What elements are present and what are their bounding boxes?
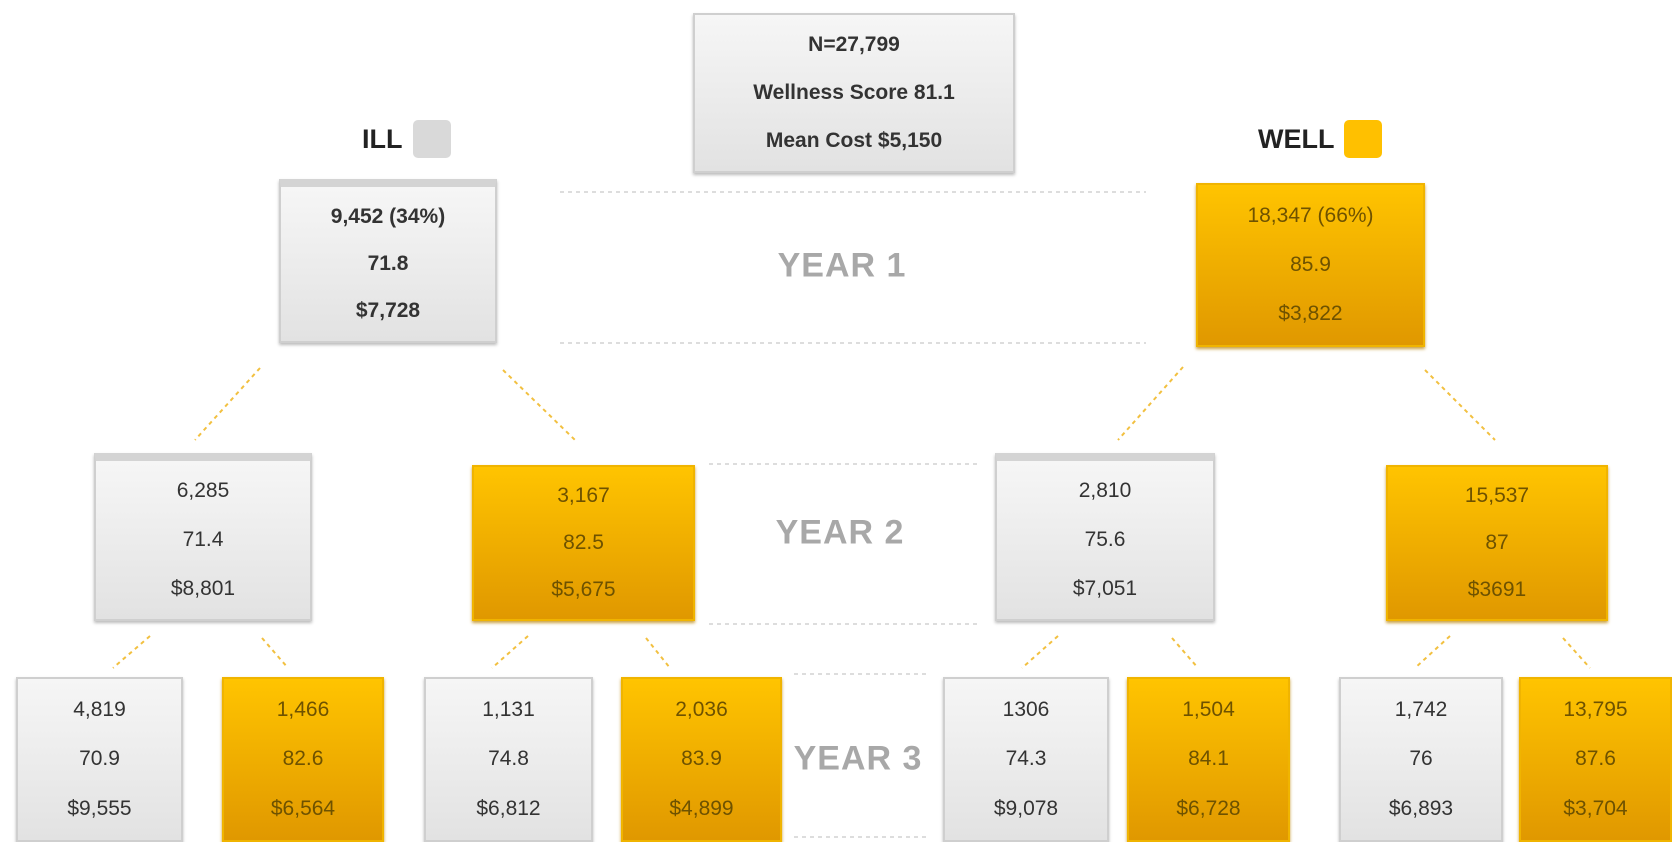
node-line: 71.4 [182, 527, 224, 551]
tree-node: 1,131 74.8 $6,812 [424, 677, 593, 842]
node-line: 83.9 [681, 747, 722, 771]
arrow [491, 635, 529, 669]
node-line: N=27,799 [808, 33, 900, 56]
legend-item: ILL [362, 120, 451, 158]
node-line: 1,131 [482, 697, 535, 721]
node-line: 74.8 [488, 747, 529, 771]
node-line: $9,078 [993, 797, 1059, 821]
node-line: 1,742 [1394, 697, 1448, 721]
node-line: 85.9 [1290, 252, 1331, 276]
tree-node: 3,167 82.5 $5,675 [472, 465, 695, 621]
arrow [112, 635, 151, 669]
arrow [645, 637, 671, 669]
tree-node: 1,466 82.6 $6,564 [222, 677, 384, 842]
node-line: $6,812 [476, 797, 541, 821]
node-line: 18,347 (66%) [1247, 203, 1374, 227]
root-node: N=27,799 Wellness Score 81.1 Mean Cost $5,… [693, 13, 1015, 173]
arrow [502, 369, 576, 441]
tree-node: 1306 74.3 $9,078 [943, 677, 1109, 842]
tree-node: 13,795 87.6 $3,704 [1519, 677, 1672, 842]
node-line: 74.3 [1005, 747, 1047, 771]
tree-node: 9,452 (34%) 71.8 $7,728 [279, 179, 497, 343]
tree-node: 4,819 70.9 $9,555 [16, 677, 183, 842]
year-label: YEAR 1 [777, 246, 907, 285]
tree-node: 2,810 75.6 $7,051 [995, 453, 1215, 621]
node-line: 1306 [1002, 697, 1050, 721]
node-line: $3,822 [1278, 302, 1343, 326]
arrow [1171, 637, 1199, 669]
node-line: 1,504 [1182, 697, 1235, 721]
node-line: 70.9 [79, 747, 120, 771]
node-line: $6,893 [1388, 797, 1454, 821]
legend-label: WELL [1258, 123, 1335, 154]
node-line: 2,810 [1078, 479, 1132, 503]
tree-node: 6,285 71.4 $8,801 [94, 453, 312, 621]
year-label: YEAR 3 [793, 739, 923, 778]
arrow [261, 637, 289, 669]
legend-swatch [412, 120, 451, 158]
node-line: $3,704 [1563, 797, 1628, 821]
node-line: 87.6 [1575, 747, 1616, 771]
node-line: $7,051 [1072, 576, 1138, 600]
node-line: $5,675 [551, 577, 616, 601]
node-line: 15,537 [1464, 484, 1530, 508]
node-line: 76 [1409, 747, 1433, 771]
node-line: 84.1 [1188, 747, 1229, 771]
node-line: $6,564 [270, 797, 336, 821]
node-line: $8,801 [170, 576, 236, 600]
node-line: $9,555 [67, 797, 132, 821]
node-line: Mean Cost $5,150 [765, 129, 943, 152]
node-line: 71.8 [367, 251, 409, 275]
arrow [1424, 369, 1496, 441]
legend-label: ILL [362, 123, 403, 154]
tree-node: 1,504 84.1 $6,728 [1127, 677, 1290, 842]
arrow [1414, 635, 1451, 669]
node-line: 4,819 [73, 697, 126, 721]
node-line: 87 [1485, 530, 1509, 554]
arrow [1562, 637, 1591, 669]
node-line: 75.6 [1084, 527, 1126, 551]
node-line: Wellness Score 81.1 [753, 81, 955, 104]
arrow [194, 367, 261, 441]
node-line: 3,167 [557, 484, 610, 508]
tree-node: 2,036 83.9 $4,899 [621, 677, 782, 842]
legend-item: WELL [1258, 120, 1383, 158]
tree-node: 15,537 87 $3691 [1386, 465, 1608, 621]
tree-node: 18,347 (66%) 85.9 $3,822 [1196, 183, 1425, 347]
legend-swatch [1344, 120, 1383, 158]
node-line: 1,466 [276, 697, 330, 721]
tree-node: 1,742 76 $6,893 [1339, 677, 1503, 842]
node-line: $6,728 [1176, 797, 1241, 821]
node-line: 9,452 (34%) [330, 204, 446, 228]
dotted-guides [112, 191, 1591, 838]
node-line: 2,036 [675, 697, 728, 721]
node-line: 13,795 [1563, 697, 1628, 721]
node-line: 82.5 [563, 530, 604, 554]
node-line: 6,285 [176, 479, 230, 503]
arrow [1021, 635, 1059, 669]
node-line: 82.6 [282, 747, 324, 771]
year-label: YEAR 2 [775, 513, 905, 552]
node-line: $4,899 [669, 797, 734, 821]
node-line: $7,728 [355, 299, 421, 323]
node-line: $3691 [1467, 577, 1527, 601]
arrow [1117, 366, 1184, 441]
